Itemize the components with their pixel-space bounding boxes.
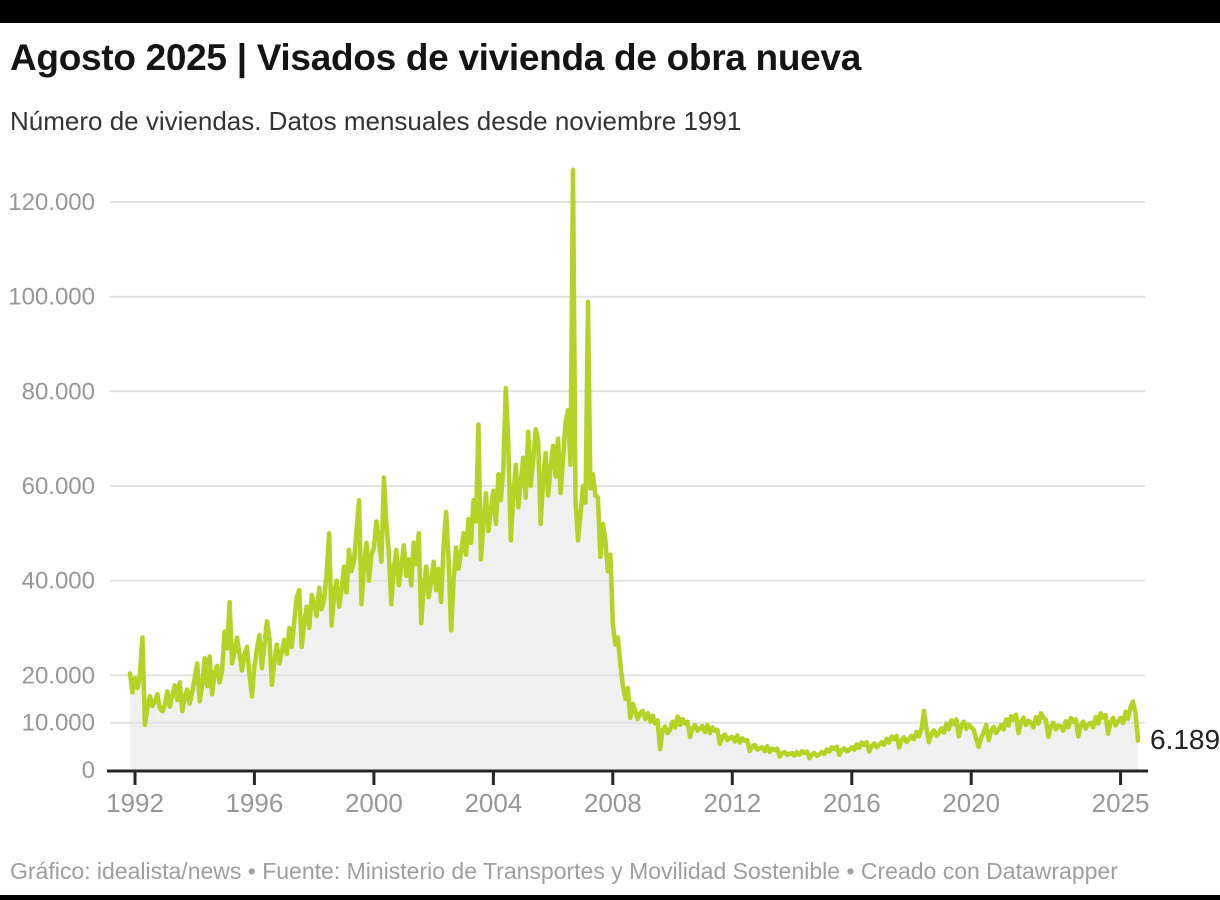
y-tick-label: 10.000 — [22, 710, 95, 737]
y-tick-label: 120.000 — [8, 189, 95, 216]
y-tick-label: 40.000 — [22, 568, 95, 595]
x-tick-label: 2008 — [584, 788, 642, 818]
x-tick-label: 2016 — [823, 788, 881, 818]
x-tick-label: 1992 — [106, 788, 164, 818]
y-tick-label: 100.000 — [8, 284, 95, 311]
x-tick-label: 2000 — [345, 788, 403, 818]
series-area — [130, 169, 1138, 771]
bottom-black-bar — [0, 895, 1220, 900]
x-tick-label: 2025 — [1092, 788, 1150, 818]
series-line — [127, 167, 1141, 761]
y-tick-label: 0 — [82, 757, 95, 784]
footer-credit: Gráfico: idealista/news • Fuente: Minist… — [10, 858, 1118, 884]
top-black-bar — [0, 0, 1220, 23]
x-tick-label: 1996 — [225, 788, 283, 818]
y-tick-label: 60.000 — [22, 473, 95, 500]
y-tick-label: 80.000 — [22, 378, 95, 405]
x-tick-label: 2012 — [703, 788, 761, 818]
chart-subtitle: Número de viviendas. Datos mensuales des… — [10, 106, 742, 136]
y-tick-label: 20.000 — [22, 662, 95, 689]
last-value-label: 6.189 — [1150, 724, 1220, 755]
x-tick-label: 2004 — [464, 788, 522, 818]
x-tick-label: 2020 — [942, 788, 1000, 818]
chart-title: Agosto 2025 | Visados de vivienda de obr… — [10, 37, 861, 78]
